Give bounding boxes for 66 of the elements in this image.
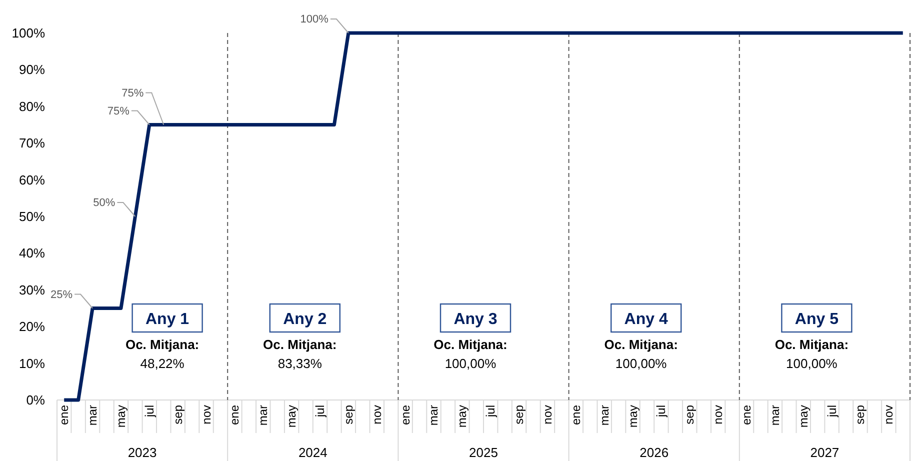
x-tick-label: sep: [341, 404, 356, 424]
text: 2023: [128, 445, 157, 460]
annotation: 100,00%: [786, 356, 838, 371]
x-tick-label: may: [455, 405, 470, 428]
y-tick-label: 50%: [18, 209, 46, 224]
x-tick-label: nov: [882, 405, 896, 424]
data-label: 50%: [93, 197, 116, 209]
annotation: Any 1: [146, 311, 190, 328]
data-label: 75%: [107, 105, 130, 118]
annotation: Oc. Mitjana:: [263, 337, 337, 352]
y-tick-label: 100%: [12, 26, 46, 40]
x-tick-label: jul: [824, 405, 839, 418]
y-tick-label: 60%: [18, 172, 46, 188]
y-tick-label: 90%: [18, 62, 46, 78]
x-tick-label: sep: [853, 404, 868, 424]
x-tick-label: sep: [682, 404, 697, 424]
x-tick-label: nov: [370, 405, 384, 424]
x-tick-label: ene: [568, 404, 583, 426]
annotation: Any 2: [283, 311, 327, 328]
x-tick-label: jul: [313, 405, 328, 418]
x-tick-label: mar: [597, 405, 612, 426]
data-label: 100%: [300, 14, 329, 26]
annotation: 100,00%: [444, 356, 497, 371]
annotation: 83,33%: [278, 356, 322, 371]
annotation: Oc. Mitjana:: [604, 337, 678, 352]
annotation: Oc. Mitjana:: [434, 337, 508, 352]
x-tick-label: may: [284, 405, 299, 428]
y-tick-label: 20%: [18, 319, 46, 334]
text: 2027: [810, 445, 840, 460]
text: 2024: [298, 445, 328, 460]
x-tick-label: may: [796, 405, 810, 428]
annotation: Any 5: [794, 311, 839, 328]
annotation: Any 3: [454, 311, 498, 328]
y-tick-label: 80%: [18, 98, 46, 114]
x-tick-label: jul: [654, 405, 668, 418]
x-tick-label: ene: [228, 404, 242, 426]
x-tick-label: mar: [768, 405, 782, 426]
x-tick-label: may: [626, 405, 640, 428]
x-tick-label: mar: [426, 405, 441, 426]
annotation: Any 4: [624, 311, 668, 328]
x-tick-label: ene: [740, 404, 754, 426]
x-tick-label: mar: [86, 405, 100, 426]
x-tick-label: ene: [398, 404, 412, 426]
y-tick-label: 70%: [18, 136, 46, 151]
x-tick-label: nov: [711, 405, 726, 424]
x-tick-label: mar: [256, 405, 270, 426]
annotation: 48,22%: [140, 356, 185, 371]
x-tick-label: ene: [57, 404, 72, 426]
x-tick-label: nov: [199, 405, 214, 424]
data-label: 25%: [50, 288, 73, 301]
x-tick-label: jul: [142, 405, 156, 418]
x-tick-label: jul: [484, 405, 498, 418]
text: 2026: [640, 445, 669, 460]
text: 2025: [469, 445, 498, 460]
annotation: Oc. Mitjana:: [774, 337, 849, 352]
x-tick-label: may: [114, 405, 128, 428]
data-label: 75%: [122, 87, 144, 100]
x-tick-label: sep: [512, 404, 526, 424]
y-tick-label: 0%: [26, 392, 46, 408]
y-tick-label: 40%: [18, 246, 46, 261]
y-tick-label: 30%: [18, 282, 46, 298]
x-tick-label: sep: [170, 404, 185, 424]
x-tick-label: nov: [540, 405, 554, 424]
y-tick-label: 10%: [18, 356, 46, 371]
annotation: 100,00%: [615, 356, 668, 371]
annotation: Oc. Mitjana:: [125, 337, 200, 352]
